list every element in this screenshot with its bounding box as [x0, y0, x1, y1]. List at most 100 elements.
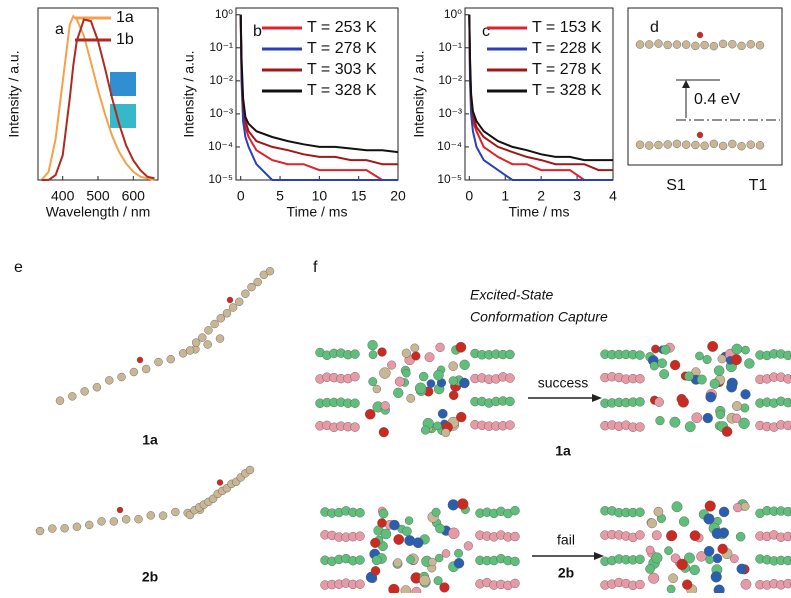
atom: [48, 525, 56, 533]
atom: [655, 397, 664, 406]
atom: [411, 344, 419, 352]
atom: [690, 565, 700, 575]
atom: [657, 359, 666, 368]
atom: [442, 549, 450, 557]
atom: [449, 362, 458, 371]
panel-letter: f: [313, 259, 318, 276]
atom: [784, 398, 791, 407]
atom: [636, 374, 645, 383]
atom: [369, 351, 377, 359]
atom: [741, 579, 751, 589]
atom: [747, 141, 755, 149]
atom: [648, 573, 659, 584]
legend-label: 1a: [116, 9, 134, 26]
atom: [254, 278, 262, 286]
y-tick-label: 10⁰: [444, 7, 462, 21]
atom: [636, 508, 645, 517]
atom: [511, 506, 520, 515]
atom: [387, 361, 396, 370]
atom: [159, 512, 167, 520]
atom: [204, 340, 212, 348]
atom: [691, 141, 699, 149]
atom: [697, 32, 703, 38]
atom: [171, 508, 179, 516]
atom: [719, 142, 727, 150]
atom: [356, 532, 365, 541]
y-tick-label: 10⁻¹: [209, 40, 233, 54]
atom: [412, 352, 421, 361]
atom: [506, 374, 515, 383]
atom: [186, 346, 194, 354]
molecule-label: 1a: [555, 443, 571, 459]
atom: [428, 558, 436, 566]
atom: [130, 368, 138, 376]
atom: [718, 355, 726, 363]
panel-letter: c: [482, 23, 490, 40]
atom: [134, 515, 142, 523]
atom: [356, 508, 365, 517]
atom: [645, 564, 654, 573]
atom: [738, 142, 746, 150]
atom: [167, 355, 175, 363]
molecule-label: 2b: [142, 569, 158, 585]
atom: [730, 555, 738, 563]
legend-label: T = 253 K: [307, 19, 377, 36]
series-line: [42, 20, 155, 181]
atom: [407, 394, 415, 402]
atom: [56, 397, 64, 405]
atom: [454, 549, 462, 557]
atom: [406, 555, 414, 563]
atom: [784, 351, 791, 360]
atom: [435, 524, 444, 533]
atom: [405, 517, 413, 525]
atom: [506, 421, 515, 430]
atom: [415, 383, 426, 394]
atom: [682, 141, 690, 149]
atom: [379, 427, 389, 437]
atom: [636, 580, 645, 589]
inset-photo: [110, 72, 136, 96]
legend-label: T = 153 K: [532, 19, 602, 36]
atom: [137, 357, 143, 363]
atom: [421, 426, 430, 435]
atom: [511, 557, 520, 566]
atom: [460, 360, 470, 370]
atom: [506, 397, 515, 406]
atom: [229, 304, 237, 312]
atom: [356, 580, 365, 589]
atom: [714, 366, 724, 376]
atom: [706, 556, 714, 564]
legend-label: T = 328 K: [307, 82, 377, 99]
atom: [707, 341, 717, 351]
y-axis-label: Intensity / a.u.: [411, 50, 427, 137]
gap-label: 0.4 eV: [694, 91, 741, 108]
atom: [652, 531, 661, 540]
atom: [710, 42, 718, 50]
atom: [651, 345, 659, 353]
atom: [511, 579, 520, 588]
atom: [379, 509, 388, 518]
atom: [432, 508, 441, 517]
atom: [436, 343, 445, 352]
atom: [704, 546, 714, 556]
atom: [440, 583, 450, 593]
atom: [117, 507, 123, 513]
atom: [682, 41, 690, 49]
atom: [726, 382, 736, 392]
atom: [784, 579, 791, 588]
atom: [636, 422, 645, 431]
atom: [459, 378, 469, 388]
atom: [464, 541, 473, 550]
x-tick-label: 2: [537, 188, 545, 204]
y-tick-label: 10⁰: [215, 7, 233, 21]
atom: [697, 375, 706, 384]
atom: [679, 517, 689, 527]
x-tick-label: 4: [609, 188, 617, 204]
legend-label: T = 228 K: [532, 40, 602, 57]
atom: [741, 502, 749, 510]
atom: [741, 346, 749, 354]
y-axis-label: Intensity / a.u.: [6, 50, 22, 137]
atom: [737, 564, 747, 574]
y-tick-label: 10⁻⁵: [208, 172, 233, 186]
atom: [419, 372, 428, 381]
